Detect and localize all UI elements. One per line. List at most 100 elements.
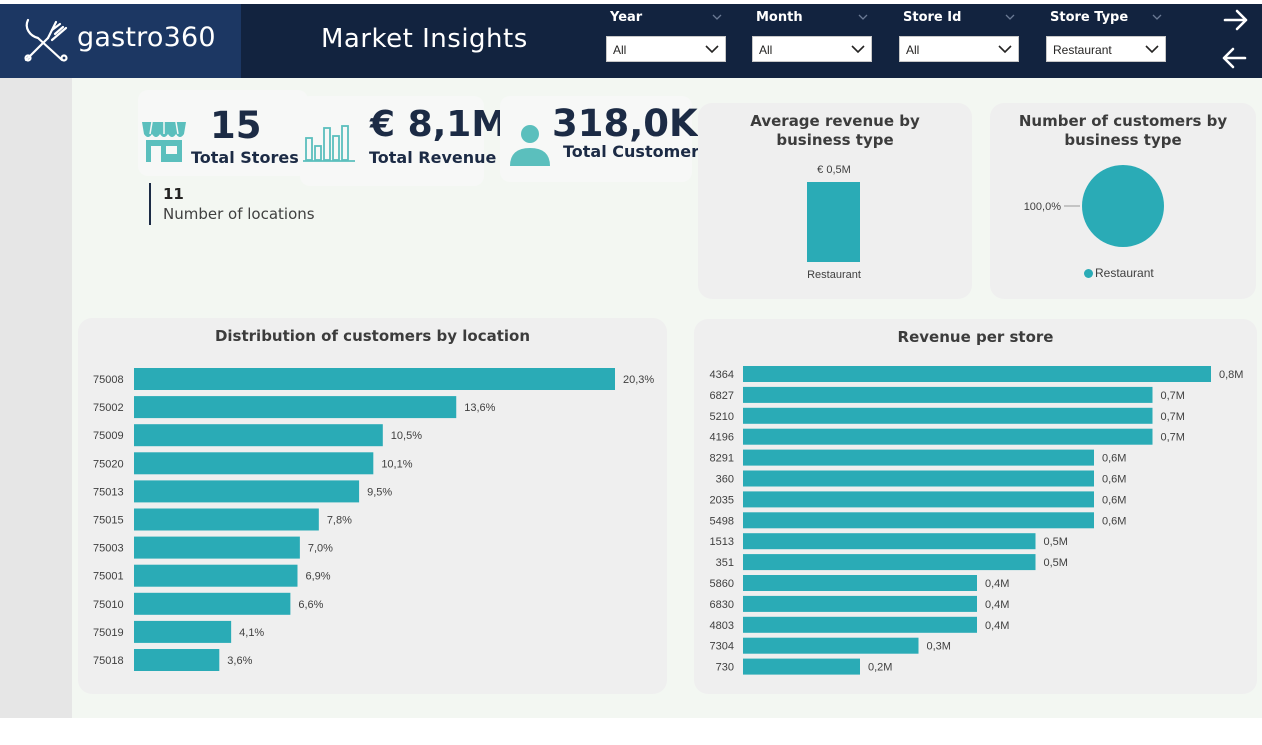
store-id-dropdown-value: All [906,43,920,57]
category-label: 75009 [93,430,124,442]
bar[interactable] [743,512,1094,529]
data-label: 4,1% [239,627,264,639]
category-label: 4803 [710,620,734,632]
chevron-down-icon [705,45,719,54]
bar[interactable] [743,366,1211,382]
data-label: 10,5% [391,430,422,442]
data-label: 0,7M [1161,432,1185,444]
bar[interactable] [134,424,383,447]
avg-revenue-bar[interactable] [807,182,860,262]
year-dropdown[interactable]: All [606,36,726,62]
kpi-locations-value: 11 [163,185,184,203]
chevron-down-icon [1145,45,1159,54]
data-label: 6,9% [305,571,330,583]
bar[interactable] [743,386,1153,403]
bar[interactable] [743,575,977,591]
avg-revenue-title: Average revenue by business type [750,112,920,149]
data-label: 0,6M [1102,494,1126,506]
revenue-store-title: Revenue per store [897,328,1054,346]
data-label: 0,5M [1044,557,1068,569]
bar[interactable] [743,491,1094,508]
store-id-dropdown[interactable]: All [899,36,1019,62]
kpi-stores-label: Total Stores [191,148,299,167]
header-bar: gastro360 Market Insights Year All Month… [0,4,1262,78]
bar[interactable] [743,658,860,675]
customers-location-chart: 75008 20,3% 75002 13,6% 75009 10,5% 75020 10,1%… [93,368,654,671]
bar[interactable] [134,452,374,475]
bar[interactable] [134,396,457,419]
category-label: 360 [716,474,734,486]
category-label: 75015 [93,515,124,527]
data-label: 0,6M [1102,515,1126,527]
data-label: 0,4M [985,599,1009,611]
data-label: 20,3% [623,374,654,386]
bar[interactable] [134,592,291,615]
bar[interactable] [134,508,319,531]
category-label: 351 [716,557,734,569]
revenue-store-panel: Revenue per store 4364 0,8M 6827 0,7M 5210 0,… [694,319,1257,694]
avg-revenue-value-label: € 0,5M [817,164,851,176]
chevron-down-icon [858,14,868,20]
category-label: 75010 [93,599,124,611]
kpi-revenue-label: Total Revenue [369,148,497,167]
data-label: 0,2M [868,662,892,674]
arrow-left-icon[interactable] [1220,46,1248,70]
kpi-total-stores: 15 Total Stores [138,90,308,176]
legend-label-restaurant[interactable]: Restaurant [1095,266,1154,280]
month-dropdown[interactable]: All [752,36,872,62]
bar[interactable] [743,470,1094,487]
category-label: 5498 [710,515,734,527]
category-label: 75020 [93,458,124,470]
bar[interactable] [134,480,360,503]
bar-chart-icon [303,125,355,162]
bar[interactable] [134,368,615,390]
avg-revenue-category-label: Restaurant [807,269,861,281]
chevron-down-icon [712,14,722,20]
revenue-store-chart: 4364 0,8M 6827 0,7M 5210 0,7M 4196 0,7M 8291 0,6M… [710,366,1243,675]
category-label: 75008 [93,374,124,386]
category-label: 4196 [710,432,734,444]
data-label: 0,7M [1161,411,1185,423]
customers-location-title: Distribution of customers by location [214,327,531,345]
store-type-dropdown[interactable]: Restaurant [1046,36,1166,62]
logo-text: gastro360 [77,22,216,53]
left-margin [0,78,72,718]
category-label: 1513 [710,536,734,548]
kpi-customers-label: Total Customers [563,142,709,161]
bar[interactable] [743,616,977,633]
bar[interactable] [134,536,300,559]
category-label: 75002 [93,402,124,414]
arrow-right-icon[interactable] [1222,8,1250,32]
data-label: 0,5M [1044,536,1068,548]
data-label: 6,6% [298,599,323,611]
store-icon [142,121,186,162]
bar[interactable] [743,428,1153,445]
bar[interactable] [743,595,977,612]
avg-revenue-chart: € 0,5M Restaurant [807,164,861,281]
filter-label-store-type: Store Type [1050,10,1129,25]
kpi-stores-value: 15 [210,104,262,147]
category-label: 7304 [710,641,734,653]
store-type-dropdown-value: Restaurant [1053,43,1112,57]
bar[interactable] [743,533,1036,550]
category-label: 75019 [93,627,124,639]
data-label: 9,5% [367,486,392,498]
category-label: 6827 [710,390,734,402]
category-label: 75018 [93,655,124,667]
category-label: 5860 [710,578,734,590]
filter-label-month: Month [756,10,803,25]
pie-slice-restaurant[interactable] [1082,165,1164,247]
bar[interactable] [743,407,1153,424]
bar[interactable] [134,564,298,587]
chevron-down-icon [1005,14,1015,20]
category-label: 730 [716,662,734,674]
bar[interactable] [134,620,232,643]
data-label: 10,1% [381,458,412,470]
bar[interactable] [134,649,220,671]
data-label: 0,3M [927,641,951,653]
bar[interactable] [743,554,1036,571]
chevron-down-icon [998,45,1012,54]
bar[interactable] [743,637,919,654]
bar[interactable] [743,449,1094,466]
